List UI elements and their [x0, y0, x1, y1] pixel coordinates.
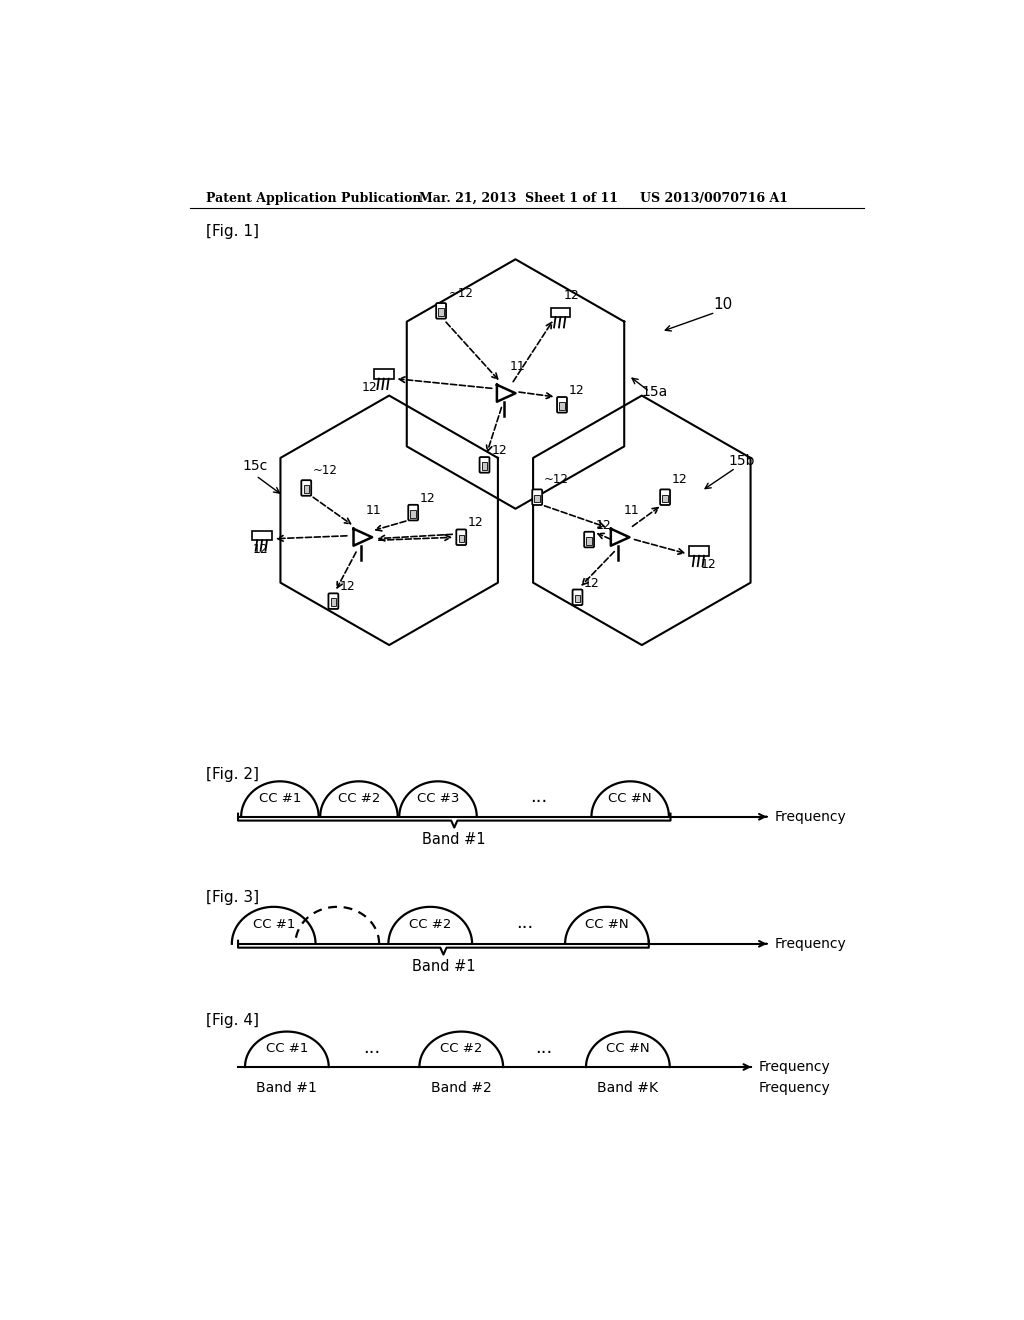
- Text: Frequency: Frequency: [759, 1081, 830, 1094]
- Text: CC #2: CC #2: [409, 919, 452, 931]
- Text: 15b: 15b: [729, 454, 755, 467]
- Text: US 2013/0070716 A1: US 2013/0070716 A1: [640, 191, 787, 205]
- Bar: [587, 537, 592, 545]
- Bar: [331, 598, 336, 606]
- Text: ~12: ~12: [544, 474, 568, 486]
- FancyBboxPatch shape: [660, 490, 670, 506]
- Bar: [411, 510, 416, 517]
- Text: ...: ...: [530, 788, 548, 807]
- Text: 12: 12: [672, 474, 687, 486]
- Text: 12: 12: [362, 381, 378, 393]
- Bar: [689, 546, 709, 556]
- Text: Frequency: Frequency: [774, 809, 846, 824]
- Text: Frequency: Frequency: [759, 1060, 830, 1074]
- Text: Band #1: Band #1: [412, 960, 475, 974]
- Text: 12: 12: [563, 289, 580, 301]
- Bar: [481, 462, 487, 470]
- FancyBboxPatch shape: [409, 504, 418, 520]
- FancyBboxPatch shape: [457, 529, 466, 545]
- Bar: [574, 594, 581, 602]
- Bar: [252, 531, 272, 540]
- Text: CC #N: CC #N: [608, 792, 652, 805]
- Text: CC #2: CC #2: [440, 1041, 482, 1055]
- FancyBboxPatch shape: [572, 590, 583, 605]
- Text: 15c: 15c: [243, 459, 268, 474]
- Text: 12: 12: [253, 543, 268, 556]
- Text: CC #N: CC #N: [585, 919, 629, 931]
- Text: CC #N: CC #N: [606, 1041, 649, 1055]
- FancyBboxPatch shape: [301, 480, 311, 496]
- Bar: [303, 486, 309, 492]
- Text: 12: 12: [584, 577, 599, 590]
- Text: 12: 12: [420, 492, 435, 504]
- Text: Band #K: Band #K: [597, 1081, 658, 1094]
- Bar: [551, 308, 570, 317]
- Text: CC #2: CC #2: [338, 792, 380, 805]
- Text: Frequency: Frequency: [774, 937, 846, 950]
- Bar: [438, 308, 443, 315]
- Text: ~12: ~12: [312, 465, 337, 477]
- FancyBboxPatch shape: [557, 397, 567, 413]
- Text: 10: 10: [713, 297, 732, 312]
- Text: 12: 12: [340, 581, 355, 594]
- Text: Band #1: Band #1: [423, 832, 486, 847]
- Bar: [559, 403, 564, 409]
- Text: CC #3: CC #3: [417, 792, 459, 805]
- Text: [Fig. 3]: [Fig. 3]: [206, 890, 259, 906]
- FancyBboxPatch shape: [329, 594, 338, 609]
- Bar: [459, 535, 464, 543]
- Bar: [535, 495, 540, 502]
- Text: 12: 12: [467, 516, 483, 529]
- Bar: [663, 495, 668, 502]
- Text: [Fig. 1]: [Fig. 1]: [206, 224, 258, 239]
- Text: Band #1: Band #1: [256, 1081, 317, 1094]
- Text: [Fig. 4]: [Fig. 4]: [206, 1014, 258, 1028]
- Text: 15a: 15a: [641, 384, 668, 399]
- Text: 11: 11: [509, 360, 525, 374]
- FancyBboxPatch shape: [584, 532, 594, 548]
- Bar: [374, 370, 393, 379]
- Text: 11: 11: [624, 504, 639, 517]
- Text: CC #1: CC #1: [265, 1041, 308, 1055]
- Text: 12: 12: [492, 444, 507, 457]
- Text: [Fig. 2]: [Fig. 2]: [206, 767, 258, 781]
- Text: CC #1: CC #1: [253, 919, 295, 931]
- FancyBboxPatch shape: [532, 490, 542, 506]
- Text: 11: 11: [366, 504, 382, 517]
- Text: CC #1: CC #1: [259, 792, 301, 805]
- Text: 12: 12: [569, 384, 585, 397]
- FancyBboxPatch shape: [479, 457, 489, 473]
- Text: Mar. 21, 2013  Sheet 1 of 11: Mar. 21, 2013 Sheet 1 of 11: [419, 191, 617, 205]
- Text: Patent Application Publication: Patent Application Publication: [206, 191, 421, 205]
- Text: ~12: ~12: [449, 286, 474, 300]
- Text: ...: ...: [364, 1039, 381, 1056]
- Text: Band #2: Band #2: [431, 1081, 492, 1094]
- Text: 12: 12: [595, 519, 611, 532]
- Text: 12: 12: [700, 558, 717, 572]
- FancyBboxPatch shape: [436, 304, 446, 318]
- Text: ...: ...: [536, 1039, 553, 1056]
- Text: ...: ...: [516, 915, 534, 932]
